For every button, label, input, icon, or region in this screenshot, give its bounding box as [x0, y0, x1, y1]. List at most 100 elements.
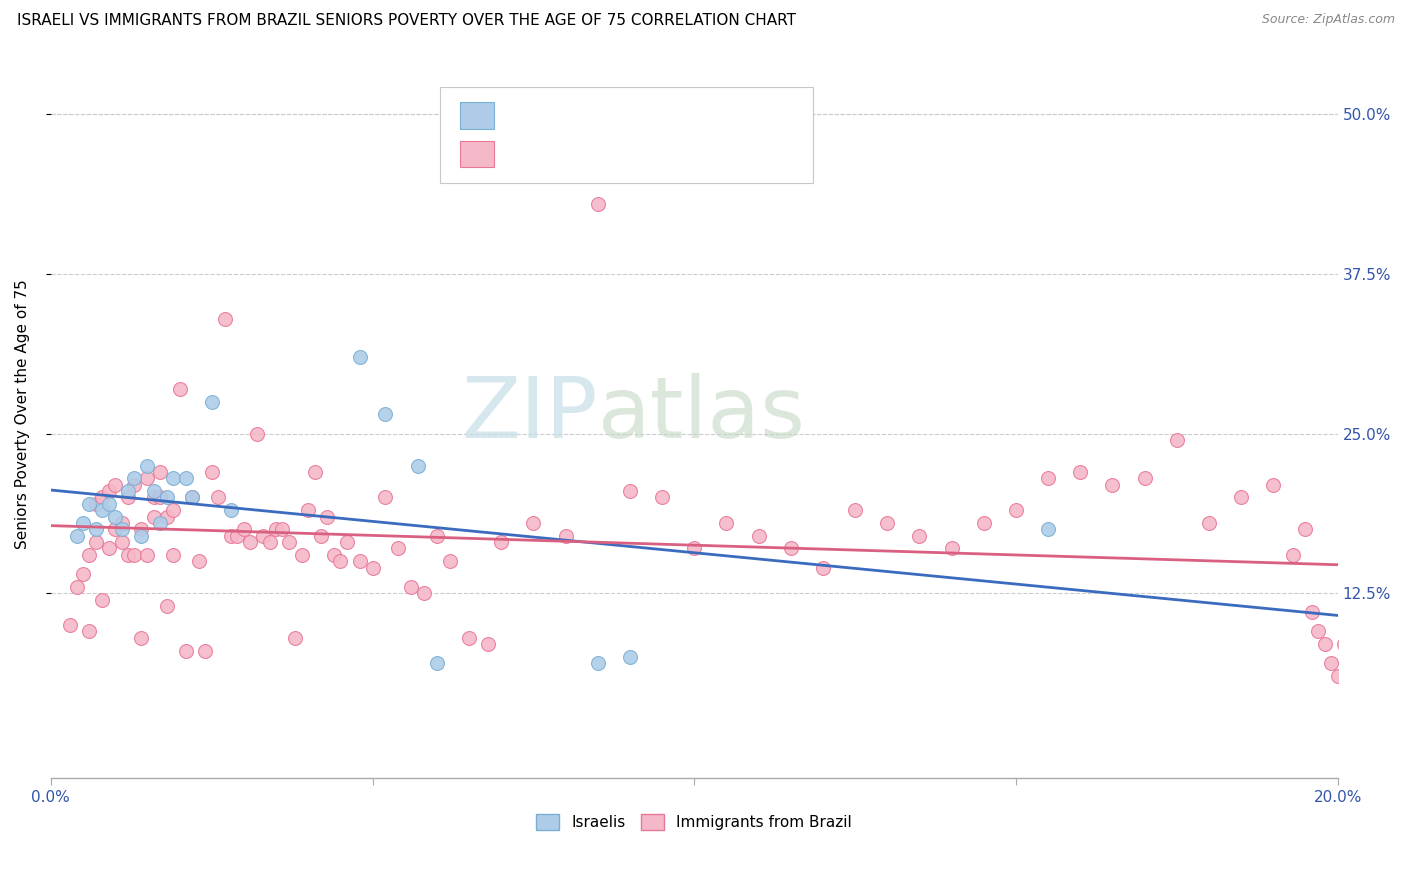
Point — [156, 599, 179, 613]
Point — [1326, 669, 1348, 683]
Point — [162, 548, 184, 562]
Point — [201, 465, 224, 479]
Point — [264, 522, 287, 536]
Point — [104, 477, 127, 491]
Point — [1320, 657, 1343, 671]
Point — [162, 471, 184, 485]
Text: N =: N = — [592, 146, 626, 161]
Point — [181, 491, 204, 505]
Point — [174, 471, 197, 485]
Point — [1333, 637, 1355, 651]
Point — [277, 535, 299, 549]
Point — [1005, 503, 1028, 517]
Point — [136, 471, 159, 485]
Point — [399, 580, 422, 594]
Point — [1230, 491, 1253, 505]
Point — [97, 541, 120, 556]
Point — [908, 529, 931, 543]
Point — [439, 554, 461, 568]
Point — [79, 548, 101, 562]
Point — [136, 548, 159, 562]
Point — [129, 631, 152, 645]
Point — [181, 491, 204, 505]
Point — [683, 541, 706, 556]
Point — [232, 522, 254, 536]
Point — [1036, 471, 1059, 485]
Text: ISRAELI VS IMMIGRANTS FROM BRAZIL SENIORS POVERTY OVER THE AGE OF 75 CORRELATION: ISRAELI VS IMMIGRANTS FROM BRAZIL SENIOR… — [17, 13, 796, 29]
Point — [586, 657, 609, 671]
Point — [219, 529, 242, 543]
Point — [84, 535, 107, 549]
Point — [110, 522, 132, 536]
Point — [1198, 516, 1220, 530]
Point — [1294, 522, 1316, 536]
Text: R =: R = — [501, 146, 538, 161]
Point — [129, 522, 152, 536]
Point — [844, 503, 866, 517]
Point — [79, 624, 101, 639]
Point — [271, 522, 294, 536]
Point — [187, 554, 209, 568]
Point — [291, 548, 314, 562]
Point — [136, 458, 159, 473]
Point — [252, 529, 274, 543]
Point — [586, 197, 609, 211]
Point — [1101, 477, 1123, 491]
Point — [1308, 624, 1330, 639]
Point — [941, 541, 963, 556]
Point — [110, 535, 132, 549]
Point — [304, 465, 326, 479]
Point — [1358, 643, 1381, 657]
Point — [142, 509, 165, 524]
Point — [748, 529, 770, 543]
Point — [117, 483, 139, 498]
Point — [149, 491, 172, 505]
Point — [104, 522, 127, 536]
Point — [336, 535, 359, 549]
Point — [149, 465, 172, 479]
Point — [72, 566, 94, 581]
Point — [124, 471, 146, 485]
Point — [426, 657, 449, 671]
Point — [811, 560, 834, 574]
Point — [239, 535, 262, 549]
Text: ZIP: ZIP — [461, 373, 598, 456]
Point — [489, 535, 512, 549]
Legend: Israelis, Immigrants from Brazil: Israelis, Immigrants from Brazil — [530, 808, 858, 836]
Point — [1313, 637, 1336, 651]
Y-axis label: Seniors Poverty Over the Age of 75: Seniors Poverty Over the Age of 75 — [15, 279, 30, 549]
Point — [297, 503, 319, 517]
Point — [124, 477, 146, 491]
Point — [65, 529, 87, 543]
Text: 0.134: 0.134 — [536, 145, 588, 163]
Text: 0.040: 0.040 — [536, 106, 588, 125]
Point — [117, 491, 139, 505]
Point — [117, 548, 139, 562]
Text: 27: 27 — [627, 106, 657, 125]
Point — [129, 529, 152, 543]
Point — [214, 311, 236, 326]
Point — [1166, 433, 1188, 447]
Point — [477, 637, 499, 651]
Point — [651, 491, 673, 505]
Point — [149, 516, 172, 530]
Point — [104, 509, 127, 524]
Point — [110, 516, 132, 530]
Point — [1036, 522, 1059, 536]
Point — [59, 618, 82, 632]
Point — [1069, 465, 1091, 479]
Point — [619, 650, 641, 665]
Point — [91, 592, 114, 607]
Point — [374, 491, 396, 505]
Point — [329, 554, 352, 568]
Point — [201, 394, 224, 409]
Point — [309, 529, 332, 543]
Point — [349, 554, 371, 568]
Point — [1340, 631, 1362, 645]
Text: atlas: atlas — [598, 373, 806, 456]
Point — [97, 497, 120, 511]
Point — [973, 516, 995, 530]
Point — [522, 516, 544, 530]
Point — [246, 426, 269, 441]
Point — [323, 548, 346, 562]
